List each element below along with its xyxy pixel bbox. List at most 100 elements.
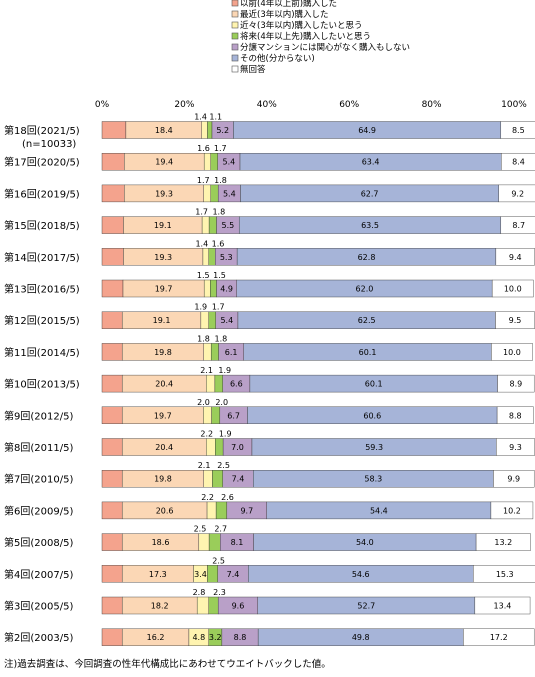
category-label: 第10回(2013/5) — [4, 378, 80, 391]
bar-segment — [201, 216, 210, 234]
value-label: 19.7 — [154, 411, 172, 420]
bar-segment — [101, 501, 123, 520]
category-label: 第15回(2018/5) — [4, 219, 80, 232]
bar-segment — [207, 121, 213, 139]
value-label: 8.4 — [512, 158, 525, 167]
category-label: 第9回(2012/5) — [4, 409, 73, 422]
value-label: 8.7 — [512, 221, 525, 230]
value-label: 18.4 — [155, 126, 173, 135]
value-label: 6.7 — [227, 411, 240, 420]
value-label: 20.6 — [156, 506, 174, 515]
value-label: 8.8 — [509, 411, 522, 420]
value-label: 1.6 — [197, 144, 210, 153]
bar-segment — [211, 406, 221, 424]
value-label: 5.3 — [220, 253, 233, 262]
value-label: 4.8 — [192, 633, 205, 642]
bar-segment — [500, 216, 535, 234]
bar-segment — [202, 248, 209, 266]
value-label: 54.4 — [370, 506, 388, 515]
value-label: 58.3 — [364, 475, 382, 484]
value-label: 1.7 — [214, 144, 227, 153]
legend-swatch-2 — [231, 21, 239, 29]
value-label: 16.2 — [147, 633, 165, 642]
value-label: 60.1 — [359, 348, 377, 357]
bars: 18.41.4 1.15.2 64.9 8.519.41.6 1.75.4 63.4 8.4… — [101, 113, 535, 646]
bar-segment — [196, 596, 209, 615]
value-label: 9.3 — [509, 443, 522, 452]
category-label: 第14回(2017/5) — [4, 251, 80, 264]
value-label: 2.5 — [217, 461, 230, 470]
value-label: 2.3 — [213, 588, 226, 597]
value-label: 1.5 — [213, 271, 226, 280]
value-label: 60.6 — [363, 411, 381, 420]
category-label: 第16回(2019/5) — [4, 187, 80, 200]
value-label: 9.5 — [509, 316, 522, 325]
value-label: 19.7 — [155, 285, 173, 294]
legend-label-5: その他(分からない) — [240, 53, 315, 64]
bar-segment — [203, 152, 211, 171]
value-label: 1.6 — [212, 239, 225, 248]
value-label: 5.5 — [221, 221, 234, 230]
value-label: 1.9 — [219, 430, 232, 439]
value-label: 1.8 — [214, 176, 227, 185]
value-label: 10.0 — [503, 348, 521, 357]
category-label: 第6回(2009/5) — [4, 504, 73, 517]
x-tick-label: 40% — [257, 100, 277, 110]
value-label: 1.1 — [209, 113, 222, 122]
bar-segment — [101, 565, 123, 583]
value-label: 5.4 — [223, 158, 236, 167]
bar-segment — [214, 374, 223, 393]
value-label: 19.3 — [155, 189, 173, 198]
legend-label-0: 以前(4年以上前)購入した — [240, 0, 337, 9]
bar-segment — [208, 311, 216, 329]
value-label: 2.6 — [221, 493, 234, 502]
legend-label-3: 将来(4年以上先)購入したいと思う — [240, 31, 371, 42]
value-label: 1.8 — [212, 208, 225, 217]
value-label: 6.1 — [225, 348, 238, 357]
value-label: 18.6 — [152, 538, 170, 547]
bar-segment — [501, 152, 535, 171]
value-label: 4.9 — [220, 285, 233, 294]
category-label: 第4回(2007/5) — [4, 568, 73, 581]
bar-segment — [101, 152, 125, 171]
bar-segment — [210, 152, 218, 171]
value-label: 63.5 — [361, 221, 379, 230]
value-label: 6.6 — [230, 380, 243, 389]
legend-swatch-0 — [231, 0, 239, 7]
value-label: 59.3 — [365, 443, 383, 452]
value-label: 1.7 — [197, 176, 210, 185]
bar-segment — [201, 121, 208, 139]
value-label: 54.6 — [352, 570, 370, 579]
bar-segment — [101, 216, 124, 234]
value-label: 2.8 — [193, 588, 206, 597]
legend-label-6: 無回答 — [240, 64, 266, 75]
value-label: 1.9 — [194, 303, 207, 312]
bar-segment — [491, 279, 534, 298]
legend-swatch-4 — [231, 43, 239, 51]
value-label: 2.1 — [200, 366, 213, 375]
bar-segment — [463, 628, 535, 646]
value-label: 18.2 — [151, 602, 169, 611]
x-tick-label: 60% — [339, 100, 359, 110]
value-label: 17.2 — [490, 633, 508, 642]
bar-segment — [206, 374, 216, 393]
value-label: 60.1 — [365, 380, 383, 389]
value-label: 8.8 — [234, 633, 247, 642]
value-label: 1.7 — [212, 303, 225, 312]
value-label: 62.5 — [358, 316, 376, 325]
value-label: 13.4 — [494, 602, 512, 611]
legend-label-1: 最近(3年以内)購入した — [240, 9, 329, 20]
value-label: 63.4 — [362, 158, 380, 167]
value-label: 1.5 — [197, 271, 210, 280]
bar-segment — [101, 596, 123, 615]
legend-label-2: 近々(3年以内)購入したいと思う — [240, 20, 363, 31]
bar-segment — [208, 248, 216, 266]
bar-segment — [208, 596, 219, 615]
value-label: 10.0 — [504, 285, 522, 294]
bar-segment — [206, 438, 216, 456]
x-tick-label: 100% — [501, 100, 527, 110]
value-label: 9.2 — [511, 189, 524, 198]
value-label: 7.0 — [231, 443, 244, 452]
category-label: 第12回(2015/5) — [4, 314, 80, 327]
